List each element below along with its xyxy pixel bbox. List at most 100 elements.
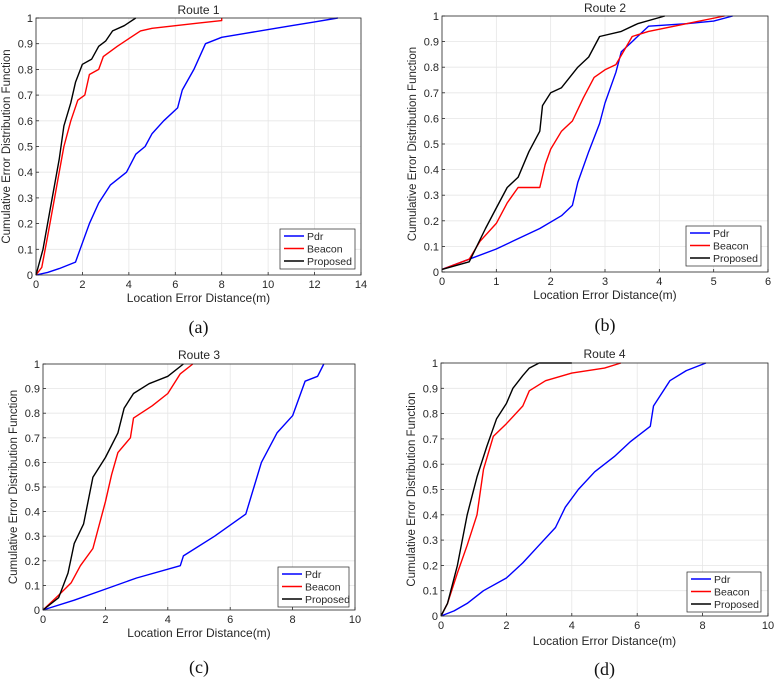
y-tick-label: 0.4: [18, 167, 33, 179]
legend-label-proposed: Proposed: [307, 256, 352, 268]
series-line-proposed: [35, 17, 137, 276]
y-tick-label: 0.4: [424, 165, 439, 177]
y-tick-label: 0.2: [25, 556, 40, 568]
y-tick-label: 0.8: [25, 408, 40, 420]
y-tick-label: 0.3: [424, 190, 439, 202]
y-tick-label: 0.7: [423, 434, 438, 446]
series-line-proposed: [441, 15, 665, 271]
series-line-beacon: [441, 15, 725, 271]
axes-box: [35, 17, 362, 276]
subfigure-caption: (c): [189, 657, 209, 678]
y-tick-label: 0.8: [424, 62, 439, 74]
y-tick-label: 0.5: [424, 139, 439, 151]
x-tick-label: 4: [569, 620, 575, 632]
x-tick-label: 8: [219, 279, 225, 291]
chart-title: Route 1: [177, 3, 219, 17]
x-tick-label: 0: [439, 276, 445, 288]
y-tick-label: 0.3: [25, 531, 40, 543]
y-tick-label: 0.1: [25, 580, 40, 592]
subplot-1: 0 2 4 6 8 10 12 14 0 0.1 0.2 0.3 0.4 0.5 0.6 0.7 0.8 0.9 1…: [1, 3, 367, 338]
y-tick-label: 0.1: [18, 244, 33, 256]
legend-label-beacon: Beacon: [307, 244, 343, 256]
x-axis-label: Location Error Distance(m): [127, 626, 270, 640]
subplot-4: 0 2 4 6 8 10 0 0.1 0.2 0.3 0.4 0.5 0.6 0.7 0.8 0.9 1 Rout…: [406, 347, 774, 680]
y-tick-label: 0.8: [423, 409, 438, 421]
y-tick-label: 0.7: [25, 433, 40, 445]
subfigure-caption: (b): [595, 315, 616, 336]
y-tick-label: 0.7: [18, 90, 33, 102]
legend-label-pdr: Pdr: [713, 228, 730, 240]
y-tick-label: 0.3: [18, 193, 33, 205]
y-tick-label: 0.9: [25, 384, 40, 396]
axes-box: [440, 362, 769, 617]
chart-title: Route 3: [178, 348, 220, 362]
x-tick-label: 5: [711, 276, 717, 288]
y-tick-label: 0.1: [424, 241, 439, 253]
series-line-proposed: [440, 362, 572, 617]
y-tick-label: 0.4: [25, 507, 40, 519]
y-tick-label: 1: [27, 13, 33, 25]
x-tick-label: 14: [355, 279, 367, 291]
x-tick-label: 2: [548, 276, 554, 288]
x-axis-label: Location Error Distance(m): [533, 634, 676, 648]
x-tick-label: 4: [656, 276, 662, 288]
x-tick-label: 2: [102, 614, 108, 626]
y-axis-label: Cumulative Error Distribution Function: [8, 390, 20, 584]
legend-label-pdr: Pdr: [305, 569, 322, 581]
axes-box: [441, 15, 769, 273]
subfigure-caption: (d): [594, 659, 615, 680]
y-tick-label: 0.2: [18, 219, 33, 231]
subplot-2: 0 1 2 3 4 5 6 0 0.1 0.2 0.3 0.4 0.5 0.6 0.7 0.8 0.9 1 Rout…: [407, 1, 771, 336]
x-tick-label: 4: [165, 614, 171, 626]
y-tick-label: 0: [433, 267, 439, 279]
y-axis-label: Cumulative Error Distribution Function: [406, 392, 418, 586]
legend-label-proposed: Proposed: [305, 594, 350, 606]
x-tick-label: 10: [349, 614, 361, 626]
legend-label-pdr: Pdr: [714, 574, 731, 586]
y-tick-label: 0: [27, 270, 33, 282]
axes-box: [42, 363, 356, 611]
y-tick-label: 0.9: [18, 39, 33, 51]
legend-label-beacon: Beacon: [305, 582, 341, 594]
x-tick-label: 10: [762, 620, 774, 632]
y-tick-label: 1: [34, 359, 40, 371]
x-tick-label: 2: [503, 620, 509, 632]
y-tick-label: 0.5: [18, 142, 33, 154]
x-axis-label: Location Error Distance(m): [127, 291, 270, 305]
subplot-3: 0 2 4 6 8 10 0 0.1 0.2 0.3 0.4 0.5 0.6 0.7 0.8 0.9 1 Rout…: [8, 348, 361, 678]
y-tick-label: 0: [432, 611, 438, 623]
legend-label-beacon: Beacon: [713, 241, 749, 253]
x-tick-label: 6: [227, 614, 233, 626]
x-tick-label: 6: [172, 279, 178, 291]
series-line-pdr: [441, 15, 733, 271]
y-tick-label: 0.8: [18, 64, 33, 76]
series-line-pdr: [35, 17, 338, 276]
y-tick-label: 0.3: [423, 535, 438, 547]
y-tick-label: 0.2: [423, 560, 438, 572]
x-tick-label: 12: [308, 279, 320, 291]
x-tick-label: 6: [634, 620, 640, 632]
y-tick-label: 0.6: [25, 457, 40, 469]
y-tick-label: 0.5: [25, 482, 40, 494]
x-tick-label: 0: [40, 614, 46, 626]
y-tick-label: 0.6: [18, 116, 33, 128]
x-tick-label: 10: [262, 279, 274, 291]
y-tick-label: 0.5: [423, 485, 438, 497]
x-axis-label: Location Error Distance(m): [533, 288, 676, 302]
legend-label-proposed: Proposed: [713, 253, 758, 265]
x-tick-label: 2: [79, 279, 85, 291]
x-tick-label: 4: [126, 279, 132, 291]
y-tick-label: 0.2: [424, 216, 439, 228]
y-tick-label: 1: [432, 358, 438, 370]
series-line-beacon: [35, 18, 223, 276]
y-tick-label: 0.6: [424, 113, 439, 125]
y-tick-label: 0.4: [423, 510, 438, 522]
series-line-beacon: [440, 362, 622, 617]
y-tick-label: 0.1: [423, 586, 438, 598]
series-line-proposed: [42, 363, 184, 611]
x-tick-label: 8: [290, 614, 296, 626]
